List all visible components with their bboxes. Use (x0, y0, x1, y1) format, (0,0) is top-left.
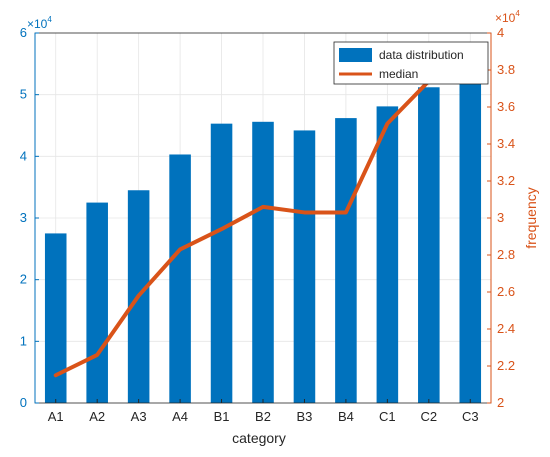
bar-A4 (169, 154, 191, 403)
bar-B1 (210, 123, 233, 403)
right-tick-label: 3.6 (497, 99, 515, 114)
bar-C1 (376, 106, 399, 403)
bar-C3 (459, 82, 482, 403)
legend-swatch-bar (339, 48, 372, 62)
x-axis: A1 A2 A3 A4 B1 B2 B3 B4 C1 C2 C3 (48, 399, 479, 424)
x-tick-label-C1: C1 (379, 409, 396, 424)
bar-B3 (293, 130, 316, 403)
right-tick-label: 2.4 (497, 321, 515, 336)
legend: data distribution median (333, 41, 489, 85)
right-axis: 2 2.2 2.4 2.6 2.8 3 3.2 3.4 3.6 3.8 4 (487, 25, 515, 410)
left-axis: 0 1 2 3 4 5 6 (20, 25, 39, 410)
bar-C2 (418, 87, 440, 403)
bar-A2 (86, 202, 108, 403)
right-tick-label: 3.2 (497, 173, 515, 188)
x-tick-label-C2: C2 (421, 409, 438, 424)
left-tick-label: 5 (20, 87, 27, 102)
right-tick-label: 3.8 (497, 62, 515, 77)
legend-label-bar: data distribution (379, 48, 464, 62)
right-tick-label: 3 (497, 210, 504, 225)
x-tick-label-A2: A2 (89, 409, 105, 424)
left-tick-label: 6 (20, 25, 27, 40)
x-tick-label-A3: A3 (131, 409, 147, 424)
right-tick-label: 4 (497, 25, 504, 40)
right-tick-label: 2.8 (497, 247, 515, 262)
left-tick-label: 3 (20, 210, 27, 225)
right-tick-label: 2 (497, 395, 504, 410)
x-tick-label-C3: C3 (462, 409, 479, 424)
x-tick-label-B3: B3 (297, 409, 313, 424)
x-tick-label-A4: A4 (172, 409, 188, 424)
right-tick-label: 2.6 (497, 284, 515, 299)
bar-B2 (252, 121, 274, 403)
left-tick-label: 0 (20, 395, 27, 410)
bar-A1 (44, 233, 67, 403)
right-tick-label: 3.4 (497, 136, 515, 151)
left-tick-label: 4 (20, 148, 27, 163)
left-tick-label: 2 (20, 272, 27, 287)
x-tick-label-B4: B4 (338, 409, 354, 424)
right-exponent-label: ×104 (495, 9, 520, 25)
x-tick-label-A1: A1 (48, 409, 64, 424)
x-tick-label-B1: B1 (214, 409, 230, 424)
right-axis-label: frequency (523, 187, 539, 248)
right-tick-label: 2.2 (497, 358, 515, 373)
x-tick-label-B2: B2 (255, 409, 271, 424)
left-tick-label: 1 (20, 333, 27, 348)
bar-series (44, 82, 482, 403)
left-exponent-label: ×104 (27, 15, 52, 31)
x-axis-label: category (232, 430, 286, 446)
legend-label-line: median (379, 67, 418, 81)
bar-B4 (335, 118, 357, 403)
